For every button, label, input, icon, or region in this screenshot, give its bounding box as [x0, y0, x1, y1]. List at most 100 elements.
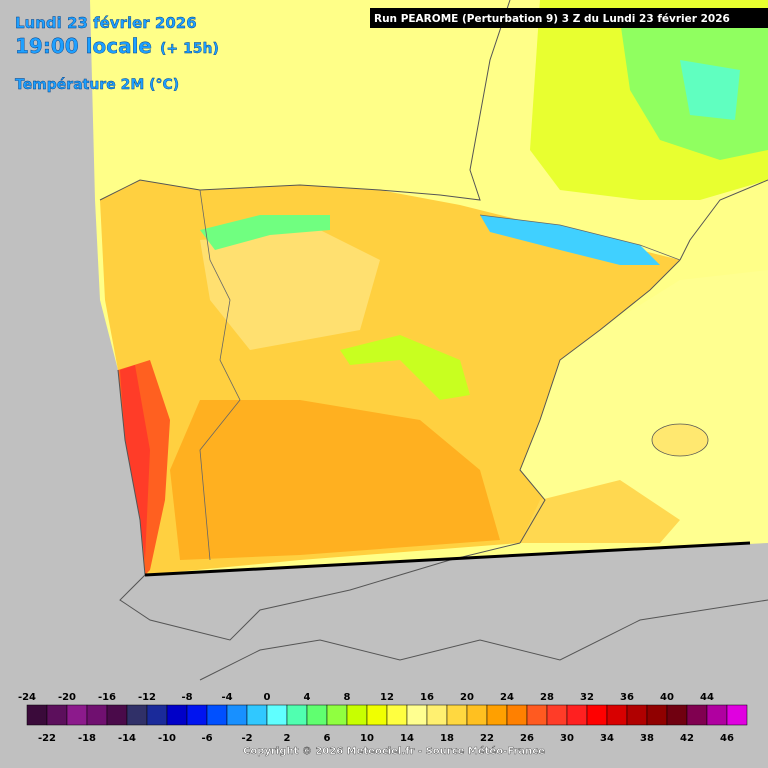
legend-swatch	[446, 704, 468, 726]
legend-tick-label: 34	[600, 733, 614, 744]
time-label: 19:00 locale	[15, 34, 152, 58]
legend-swatch	[266, 704, 288, 726]
legend-tick-label: -2	[241, 733, 252, 744]
legend-tick-label: 28	[540, 692, 554, 703]
legend-tick-label: -10	[158, 733, 176, 744]
legend-tick-label: -8	[181, 692, 192, 703]
legend-swatch	[726, 704, 748, 726]
legend-swatch	[186, 704, 208, 726]
copyright: Copyright © 2026 Meteociel.fr - Source M…	[243, 745, 545, 757]
legend-tick-label: 10	[360, 733, 374, 744]
legend-tick-label: 18	[440, 733, 454, 744]
legend-swatch	[106, 704, 128, 726]
legend-tick-label: -24	[18, 692, 36, 703]
legend-swatch	[706, 704, 728, 726]
legend-swatch	[686, 704, 708, 726]
legend-tick-label: 2	[284, 733, 291, 744]
temperature-field	[480, 215, 660, 265]
legend-swatch	[626, 704, 648, 726]
legend-tick-label: -20	[58, 692, 76, 703]
date-label: Lundi 23 février 2026	[15, 14, 197, 32]
legend-tick-label: -16	[98, 692, 116, 703]
legend-swatch	[226, 704, 248, 726]
legend-swatch	[306, 704, 328, 726]
legend-tick-label: -14	[118, 733, 136, 744]
legend-tick-label: 4	[304, 692, 311, 703]
run-label: Run PEAROME (Perturbation 9) 3 Z du Lund…	[374, 13, 730, 25]
legend-swatch	[206, 704, 228, 726]
legend-tick-label: -4	[221, 692, 232, 703]
legend-swatch	[146, 704, 168, 726]
coastline	[199, 599, 768, 681]
parameter-label: Température 2M (°C)	[15, 77, 179, 93]
domain-edge	[144, 541, 751, 577]
legend-swatch	[386, 704, 408, 726]
island	[651, 423, 709, 457]
legend-swatch	[366, 704, 388, 726]
legend-tick-label: 42	[680, 733, 694, 744]
legend-swatch	[166, 704, 188, 726]
legend-tick-label: 20	[460, 692, 474, 703]
legend-swatch	[326, 704, 348, 726]
temperature-field	[170, 400, 500, 560]
legend-swatch	[346, 704, 368, 726]
legend-swatch	[26, 704, 48, 726]
legend-swatch	[466, 704, 488, 726]
lead-label: (+ 15h)	[160, 41, 219, 57]
legend-tick-label: 26	[520, 733, 534, 744]
legend-tick-label: 40	[660, 692, 674, 703]
legend-tick-label: 44	[700, 692, 714, 703]
border	[479, 214, 681, 261]
legend-tick-label: 30	[560, 733, 574, 744]
legend-swatch	[506, 704, 528, 726]
sea	[520, 270, 768, 543]
legend-swatch	[246, 704, 268, 726]
legend-swatch	[546, 704, 568, 726]
legend-tick-label: -6	[201, 733, 212, 744]
legend-swatch	[486, 704, 508, 726]
sea	[520, 480, 680, 543]
legend-tick-label: 32	[580, 692, 594, 703]
legend-swatch	[286, 704, 308, 726]
legend-tick-label: 22	[480, 733, 494, 744]
legend-swatch	[426, 704, 448, 726]
coastline	[117, 369, 521, 641]
legend-swatch	[126, 704, 148, 726]
legend-tick-label: 36	[620, 692, 634, 703]
coastline	[679, 179, 768, 261]
border	[199, 189, 241, 561]
coastline	[519, 259, 681, 544]
temperature-field	[200, 230, 380, 350]
legend-tick-label: 6	[324, 733, 331, 744]
legend-tick-label: 24	[500, 692, 514, 703]
legend: -24-22-20-18-16-14-12-10-8-6-4-202468101…	[18, 692, 748, 744]
run-box	[370, 8, 768, 28]
legend-swatch	[606, 704, 628, 726]
temperature-field	[200, 215, 330, 250]
legend-bg	[0, 686, 768, 768]
legend-tick-label: -12	[138, 692, 156, 703]
legend-tick-label: 16	[420, 692, 434, 703]
legend-tick-label: 46	[720, 733, 734, 744]
legend-tick-label: 8	[344, 692, 351, 703]
temperature-field	[680, 60, 740, 120]
coastline	[99, 0, 511, 201]
legend-swatch	[566, 704, 588, 726]
temperature-field	[340, 335, 470, 400]
legend-swatch	[66, 704, 88, 726]
legend-swatch	[666, 704, 688, 726]
legend-tick-label: 14	[400, 733, 414, 744]
legend-swatch	[586, 704, 608, 726]
legend-tick-label: 0	[264, 692, 271, 703]
legend-tick-label: -18	[78, 733, 96, 744]
legend-swatch	[406, 704, 428, 726]
temperature-field	[120, 365, 150, 560]
legend-tick-label: 38	[640, 733, 654, 744]
legend-swatch	[46, 704, 68, 726]
legend-tick-label: -22	[38, 733, 56, 744]
legend-swatch	[86, 704, 108, 726]
legend-swatch	[526, 704, 548, 726]
legend-tick-label: 12	[380, 692, 394, 703]
